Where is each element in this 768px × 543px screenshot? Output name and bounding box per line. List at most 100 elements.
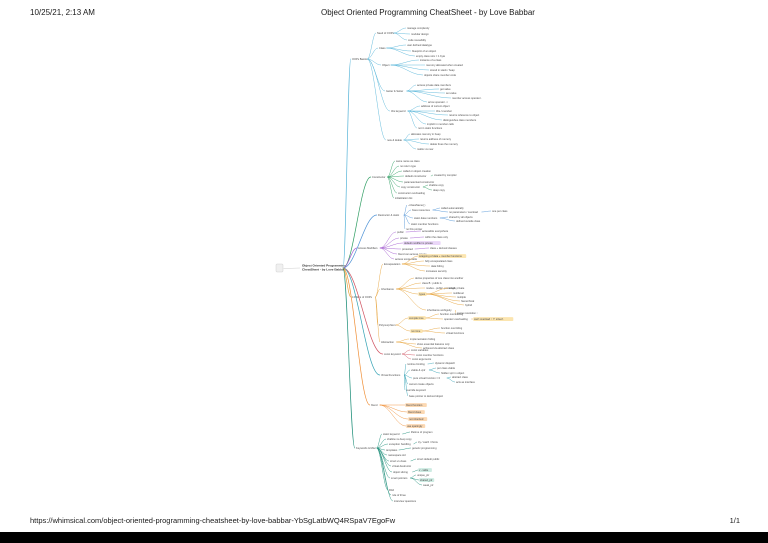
mindmap-node-highlight [418, 292, 427, 296]
mindmap-node-label: Encapsulation [384, 262, 401, 266]
mindmap-edge [342, 58, 352, 269]
mindmap-edge [427, 362, 435, 365]
mindmap-edge [393, 32, 408, 41]
mindmap-edge [379, 231, 397, 249]
mindmap-node-label: static keyword [383, 432, 400, 436]
mindmap-node-label: const arguments [412, 357, 432, 361]
mindmap-edge [405, 230, 422, 233]
mindmap-node-label: hybrid [465, 303, 473, 307]
mindmap-edge [386, 47, 416, 57]
root-attachment-badge [275, 263, 284, 273]
mindmap-edge [376, 447, 389, 491]
mindmap-node-label: malloc vs new [417, 147, 433, 151]
mindmap-edge [396, 277, 415, 290]
mindmap-node-label: friend function [406, 403, 423, 407]
mindmap-node-label: protected [402, 247, 413, 251]
mindmap-node-label: Destructor & static [378, 213, 400, 217]
mindmap-node-label: Constructor [372, 175, 386, 179]
mindmap-edge [403, 214, 414, 219]
mindmap-node-label: public [397, 230, 404, 234]
mindmap-node-label: virtual destructor [392, 464, 411, 468]
mindmap-node-label: class B : public A [422, 281, 442, 285]
mindmap-node-label: frees resources [412, 208, 431, 212]
mindmap-node-label: smart pointers [391, 476, 408, 480]
mindmap-node-label: Access Modifiers [358, 246, 378, 250]
mindmap-edge [407, 105, 421, 112]
root-attachment-line [283, 267, 301, 269]
mindmap-node-label: called automatically [441, 206, 464, 210]
mindmap-edge [446, 377, 456, 383]
mindmap-edge [414, 247, 430, 250]
mindmap-edge [426, 293, 461, 302]
mindmap-node-label: struct vs class [390, 459, 407, 463]
mindmap-node-label: distinguishes class members [443, 118, 477, 122]
mindmap-node-label: 4 Pillars of OOPs [352, 295, 373, 299]
mindmap-node-label: wrapping of data + member functions [419, 254, 462, 258]
mindmap-node-label: const member functions [416, 353, 444, 357]
mindmap-node-label: user defined datatype [407, 43, 433, 47]
mindmap-node-label: ~ClassName( ) [408, 203, 426, 207]
mindmap-node-label: templates [386, 448, 398, 452]
mindmap-node-label: exception handling [389, 442, 411, 446]
mindmap-node-highlight [408, 417, 428, 421]
mindmap-edge [386, 44, 407, 49]
mindmap-node-label: show essential features only [417, 342, 450, 346]
mindmap-edge [375, 263, 384, 298]
mindmap-edge [422, 184, 429, 188]
mindmap-node-label: set value [446, 91, 457, 95]
mindmap-node-highlight [418, 254, 467, 258]
mindmap-node-label: static data members [414, 216, 438, 220]
mindmap-node-label: struct default public [417, 457, 440, 461]
mindmap-node-label: no return type [400, 164, 417, 168]
mindmap-edge [439, 217, 456, 222]
mindmap-node-label: object slicing [393, 470, 408, 474]
mindmap-node-label: this keyword [391, 109, 406, 113]
mindmap-node-label: rule of three [392, 493, 406, 497]
mindmap-node-label: function overriding [441, 326, 463, 330]
mindmap-node-label: not inherited [409, 417, 424, 421]
mindmap-edge [379, 247, 395, 260]
mindmap-edge [403, 204, 408, 216]
mindmap-edge [422, 327, 441, 332]
mindmap-node-highlight [473, 317, 514, 321]
mindmap-node-label: use sparingly [407, 424, 423, 428]
mindmap-node-label: blueprint of an object [412, 49, 436, 53]
mindmap-edge [406, 90, 428, 103]
mindmap-node-label: Object [382, 63, 390, 67]
mindmap-edge [367, 58, 391, 112]
mindmap-node-label: instance of a class [420, 58, 442, 62]
mindmap-node-highlight [418, 468, 432, 472]
mindmap-node-label: delete frees the memory [430, 142, 459, 146]
mindmap-edge [413, 441, 418, 445]
mindmap-node-label: generic programming [412, 446, 437, 450]
mindmap-node-label: namespace std [388, 453, 406, 457]
mindmap-node-label: single [449, 286, 456, 290]
mindmap-node-label: runtime binding [407, 362, 425, 366]
mindmap-node-highlight [408, 316, 426, 320]
mindmap-node-label: member access operator . [452, 96, 482, 100]
mindmap-node-label: scope resolution :: [457, 311, 478, 315]
mindmap-edge [412, 469, 419, 473]
mindmap-edge [375, 296, 381, 343]
mindmap-node-label: v - table [419, 468, 429, 472]
mindmap-edge [401, 260, 425, 265]
mindmap-edge [387, 165, 400, 178]
mindmap-node-label: get value [440, 87, 451, 91]
mindmap-edge [403, 138, 420, 141]
mindmap-node-label: dynamic dispatch [435, 361, 456, 365]
mindmap-edge [401, 353, 412, 360]
mindmap-edge [387, 176, 398, 194]
mindmap-node-label: unique_ptr [417, 473, 429, 477]
mindmap-edge [387, 176, 395, 199]
mindmap-node-label: shared_ptr [420, 478, 433, 482]
mindmap-edge [367, 58, 386, 92]
mindmap-node-highlight [403, 241, 441, 245]
mindmap-node-label: stored in stack / heap [430, 68, 455, 72]
mindmap-edge [342, 267, 371, 406]
mindmap-edge [379, 404, 407, 427]
mindmap-edge [396, 287, 426, 290]
mindmap-node-label: const variables [411, 348, 429, 352]
print-timestamp: 10/25/21, 2:13 AM [30, 8, 95, 17]
mindmap-edge [387, 176, 401, 188]
